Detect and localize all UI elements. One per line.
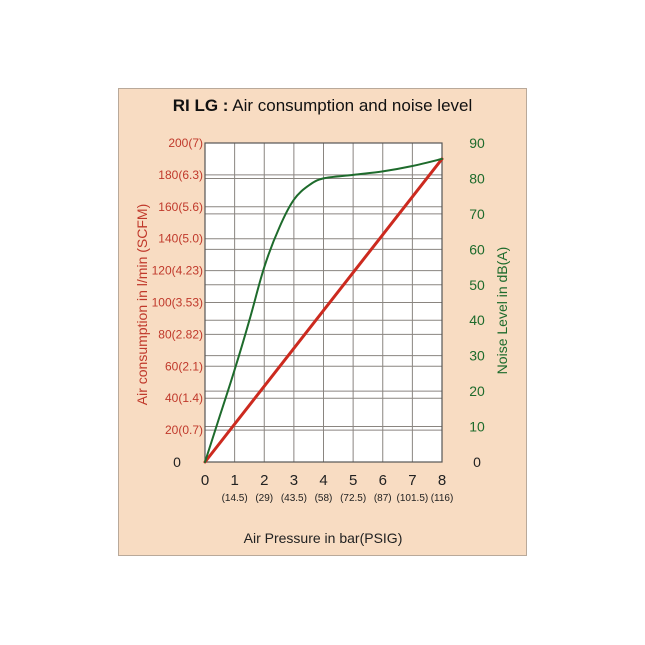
y-tick-label-left: 0: [173, 454, 181, 470]
x-tick-label: 7: [408, 472, 416, 489]
x-tick-label: 5: [349, 472, 357, 489]
x-tick-label-psig: (58): [315, 493, 333, 504]
y-tick-label-left: 40(1.4): [165, 391, 203, 405]
y-tick-label-left: 180(6.3): [158, 168, 203, 182]
y-axis-title-right: Noise Level in dB(A): [494, 247, 510, 375]
chart-title-bold: RI LG :: [172, 96, 229, 115]
chart-title: RI LG : Air consumption and noise level: [118, 96, 527, 116]
y-tick-label-right: 90: [469, 135, 485, 151]
x-tick-label-psig: (116): [431, 493, 454, 504]
y-tick-label-right: 80: [469, 170, 485, 186]
x-tick-label: 2: [260, 472, 268, 489]
y-tick-label-right: 40: [469, 312, 485, 328]
x-tick-label: 6: [379, 472, 387, 489]
x-tick-label: 8: [438, 472, 446, 489]
y-tick-label-left: 120(4.23): [152, 264, 203, 278]
y-tick-label-left: 20(0.7): [165, 423, 203, 437]
y-tick-label-left: 160(5.6): [158, 200, 203, 214]
x-tick-label-psig: (87): [374, 493, 392, 504]
x-tick-label: 4: [319, 472, 327, 489]
x-tick-label: 1: [230, 472, 238, 489]
x-axis-title: Air Pressure in bar(PSIG): [244, 530, 403, 546]
y-tick-label-left: 80(2.82): [158, 327, 203, 341]
y-tick-label-right: 60: [469, 241, 485, 257]
x-tick-label-psig: (29): [255, 493, 273, 504]
y-axis-title-left: Air consumption in l/min (SCFM): [134, 204, 150, 406]
chart-title-rest: Air consumption and noise level: [232, 96, 473, 115]
air-consumption-line: [203, 157, 444, 464]
x-tick-label-psig: (43.5): [281, 493, 307, 504]
x-tick-label-psig: (14.5): [222, 493, 248, 504]
noise-level-line: [204, 157, 443, 463]
y-tick-label-right: 10: [469, 419, 485, 435]
y-tick-label-right: 70: [469, 206, 485, 222]
y-tick-label-right: 50: [469, 277, 485, 293]
y-tick-label-left: 60(2.1): [165, 359, 203, 373]
plot-frame: [204, 142, 443, 463]
y-tick-label-right: 30: [469, 348, 485, 364]
x-tick-label: 3: [290, 472, 298, 489]
x-tick-label-psig: (72.5): [340, 493, 366, 504]
y-tick-label-left: 140(5.0): [158, 232, 203, 246]
y-tick-label-left: 100(3.53): [152, 296, 203, 310]
y-tick-label-right: 20: [469, 383, 485, 399]
x-tick-label-psig: (101.5): [397, 493, 429, 504]
y-tick-label-right: 0: [473, 454, 481, 470]
y-tick-label-left: 200(7): [168, 136, 203, 150]
x-tick-label: 0: [201, 472, 209, 489]
